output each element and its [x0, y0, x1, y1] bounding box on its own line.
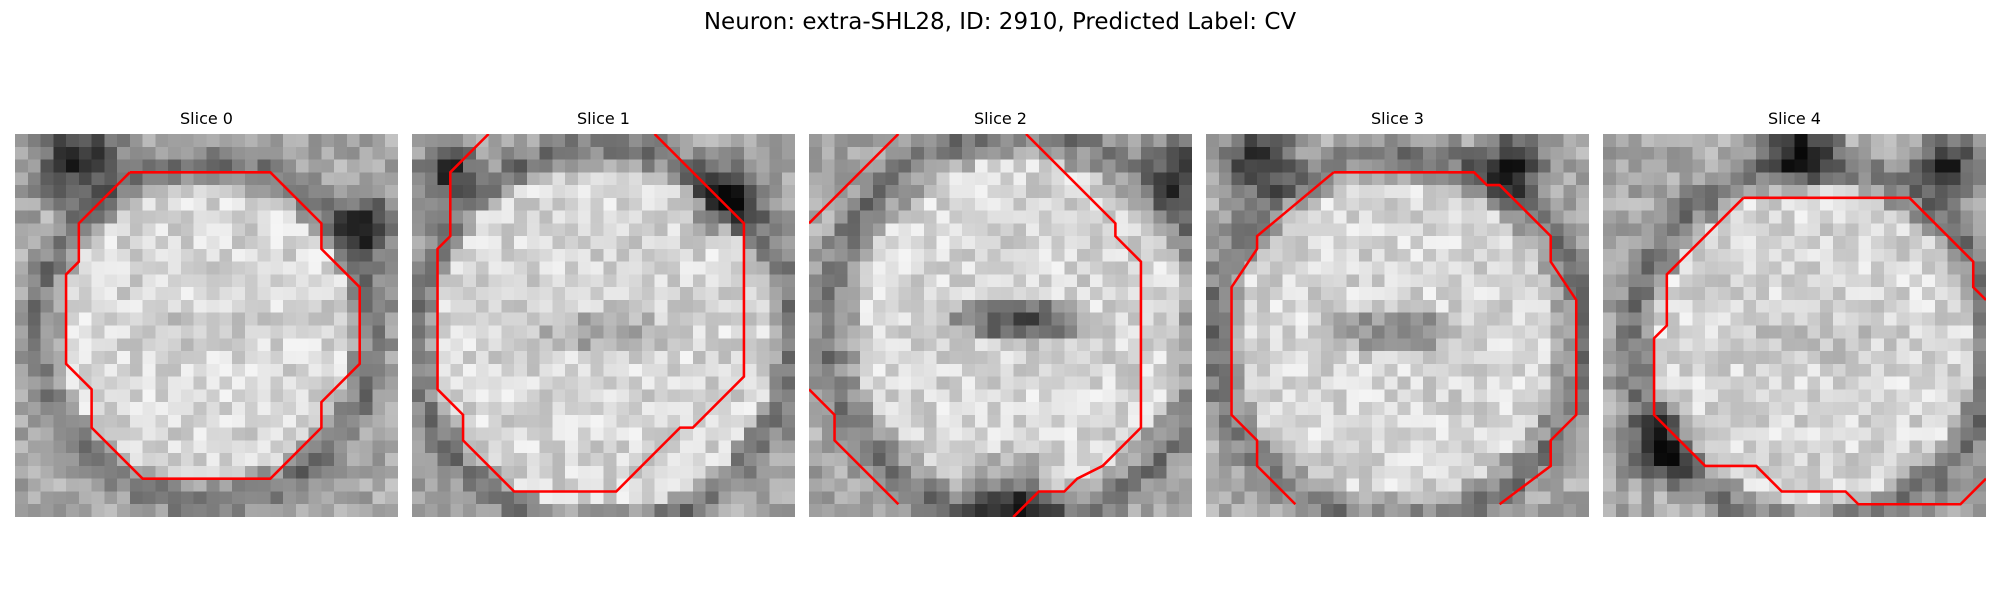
slice-image-4: [1603, 134, 1986, 517]
contour-line-2: [809, 388, 900, 506]
slice-title-0: Slice 0: [180, 109, 233, 128]
contour-line-0: [436, 134, 746, 493]
slice-image-2: [809, 134, 1192, 517]
pixel-grid: [809, 134, 1192, 517]
slice-title-3: Slice 3: [1371, 109, 1424, 128]
slice-title-1: Slice 1: [577, 109, 630, 128]
contour-line-0: [1743, 196, 1986, 301]
slice-image-1: [412, 134, 795, 517]
slice-image-3: [1206, 134, 1589, 517]
slice-title-4: Slice 4: [1768, 109, 1821, 128]
contour-line-0: [809, 134, 900, 225]
pixel-grid: [1603, 134, 1986, 517]
slice-image-0: [15, 134, 398, 517]
contour-line-0: [1333, 171, 1578, 506]
contour-line-1: [1652, 196, 1986, 506]
pixel-grid: [15, 134, 398, 517]
contour-line-1: [1230, 171, 1335, 506]
contour-line-0: [64, 171, 361, 480]
contour-line-1: [1012, 134, 1143, 517]
pixel-grid: [412, 134, 795, 517]
pixel-grid: [1206, 134, 1589, 517]
slice-title-2: Slice 2: [974, 109, 1027, 128]
figure-title: Neuron: extra-SHL28, ID: 2910, Predicted…: [703, 9, 1297, 35]
